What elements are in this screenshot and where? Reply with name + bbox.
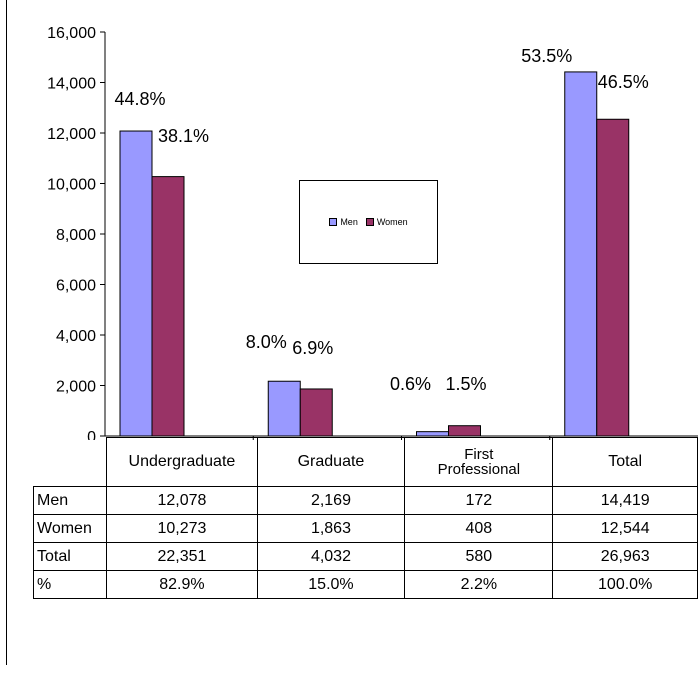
y-tick-label: 8,000: [56, 227, 96, 244]
bar-women: [596, 118, 630, 437]
bar-men: [564, 71, 598, 437]
bar-men: [119, 130, 153, 437]
left-rule: [6, 0, 7, 665]
table-cell: 100.0%: [552, 570, 698, 599]
table-cell: 172: [404, 486, 554, 515]
data-table: Undergraduate Graduate First Professiona…: [32, 437, 698, 599]
table-cell: 15.0%: [256, 570, 406, 599]
table-row-women: Women 10,273 1,863 408 12,544: [32, 514, 698, 543]
legend-swatch-men: [329, 218, 338, 226]
legend-label-women: Women: [376, 217, 408, 227]
y-tick-label: 12,000: [47, 126, 96, 143]
table-row-total: Total 22,351 4,032 580 26,963: [32, 542, 698, 571]
header-first-line: First: [464, 446, 494, 463]
bar-women: [448, 425, 481, 437]
data-label-women: 1.5%: [446, 374, 487, 394]
bar-men: [416, 431, 449, 437]
table-cell: 26,963: [552, 542, 698, 571]
y-tick-label: 6,000: [56, 278, 96, 295]
table-cell: 580: [404, 542, 554, 571]
table-cell: 14,419: [552, 486, 698, 515]
header-undergraduate: Undergraduate: [106, 437, 258, 487]
table-cell: 12,078: [106, 486, 258, 515]
data-label-women: 46.5%: [598, 72, 649, 92]
table-cell: 10,273: [106, 514, 258, 543]
y-tick-label: 16,000: [47, 25, 96, 42]
legend-item-men: Men: [329, 217, 358, 227]
bar-women: [299, 388, 333, 437]
data-label-men: 8.0%: [246, 332, 287, 352]
header-first-professional: First Professional: [404, 437, 554, 487]
y-tick-label: 10,000: [47, 177, 96, 194]
row-label: %: [32, 570, 108, 599]
row-label: Total: [32, 542, 108, 571]
legend-item-women: Women: [365, 217, 408, 227]
legend-swatch-women: [365, 218, 374, 226]
table-cell: 22,351: [106, 542, 258, 571]
data-label-men: 0.6%: [390, 374, 431, 394]
y-tick-label: 0: [87, 429, 96, 440]
table-cell: 408: [404, 514, 554, 543]
table-cell: 4,032: [256, 542, 406, 571]
header-total: Total: [552, 437, 698, 487]
table-header-row: Undergraduate Graduate First Professiona…: [33, 437, 698, 487]
table-cell: 2,169: [256, 486, 406, 515]
table-corner: [33, 437, 108, 487]
table-cell: 82.9%: [106, 570, 258, 599]
header-graduate: Graduate: [256, 437, 406, 487]
legend-label-men: Men: [340, 217, 358, 227]
row-label: Women: [32, 514, 108, 543]
data-label-women: 6.9%: [292, 338, 333, 358]
table-cell: 12,544: [552, 514, 698, 543]
header-professional-line: Professional: [437, 461, 521, 478]
table-row-percent: % 82.9% 15.0% 2.2% 100.0%: [32, 570, 698, 599]
table-row-men: Men 12,078 2,169 172 14,419: [32, 486, 698, 515]
data-label-women: 38.1%: [158, 126, 209, 146]
row-label: Men: [32, 486, 108, 515]
bar-women: [151, 176, 185, 437]
y-tick-label: 4,000: [56, 328, 96, 345]
data-label-men: 53.5%: [521, 46, 572, 66]
bar-chart: 0 2,000 4,000 6,000 8,000 10,000 12,000 14,000 1…: [47, 25, 698, 440]
bar-men: [267, 380, 301, 437]
table-cell: 2.2%: [404, 570, 554, 599]
data-label-men: 44.8%: [114, 89, 165, 109]
chart-legend: Men Women: [299, 180, 438, 264]
y-tick-label: 2,000: [56, 379, 96, 396]
y-tick-label: 14,000: [47, 76, 96, 93]
table-cell: 1,863: [256, 514, 406, 543]
